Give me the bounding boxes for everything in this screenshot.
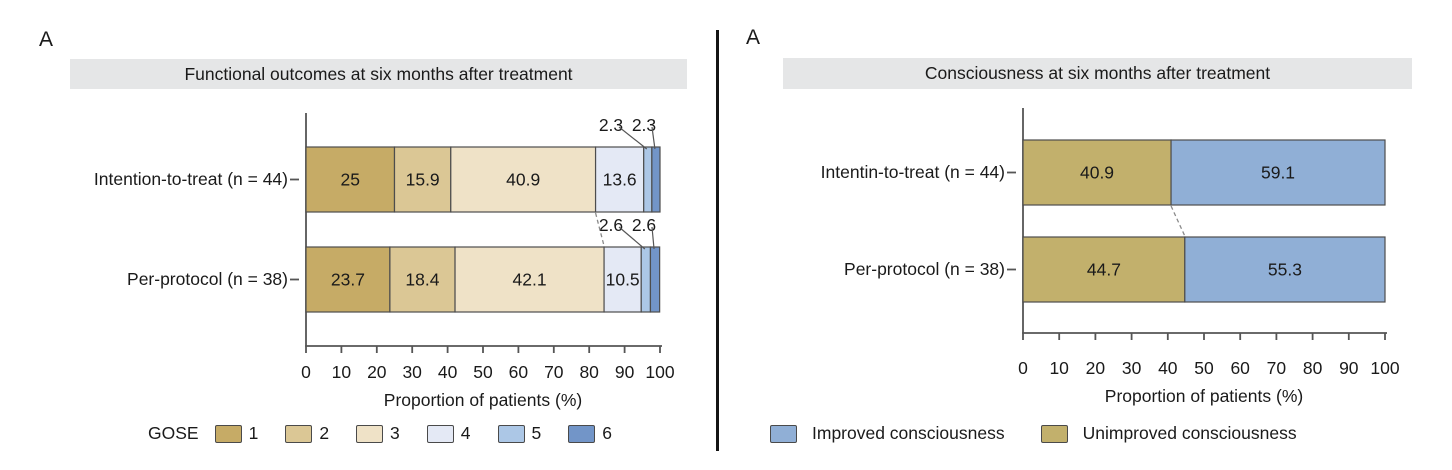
legend-label: 6	[602, 423, 612, 443]
bar-segment	[305, 146, 396, 213]
category-label: Per-protocol (n = 38)	[844, 258, 1005, 279]
x-axis-tick-label: 30	[1122, 358, 1142, 378]
bar-segment-value: 15.9	[406, 170, 440, 190]
legend-label: 4	[460, 423, 471, 443]
legend-item: 6	[568, 423, 612, 444]
x-axis-tick-label: 20	[1086, 358, 1106, 378]
bar-segment	[450, 146, 597, 213]
right-chart-xaxis-label: Proportion of patients (%)	[1104, 386, 1304, 406]
left-chart-legend: GOSE 1 2 3 4 5 6	[148, 423, 639, 444]
bar-segment-value: 13.6	[603, 170, 637, 190]
bar-segment	[393, 146, 452, 213]
legend-swatch	[214, 424, 242, 443]
legend-swatch	[770, 424, 797, 443]
bar-segment-outside-value: 2.3	[599, 115, 623, 135]
bar-segment-value: 42.1	[513, 270, 547, 290]
x-axis-tick-label: 70	[544, 362, 564, 382]
x-axis-tick-label: 100	[1370, 358, 1399, 378]
bar-segment-outside-value: 2.6	[599, 215, 623, 235]
bar-segment-outside-value: 2.6	[632, 215, 656, 235]
bar-segment-value: 59.1	[1261, 163, 1295, 183]
left-chart-title: Functional outcomes at six months after …	[70, 59, 687, 89]
bar-segment	[1022, 139, 1172, 206]
x-axis-tick-label: 10	[1049, 358, 1069, 378]
right-panel-label: A	[746, 26, 761, 49]
bar-connector-dashed-line	[594, 212, 605, 247]
legend-label: 2	[319, 423, 330, 443]
bar-segment	[305, 246, 391, 313]
bar-segment	[651, 146, 661, 213]
right-chart-legend: Improved consciousness Unimproved conscio…	[770, 423, 1333, 444]
x-axis-tick-label: 50	[1194, 358, 1214, 378]
bar-segment-value: 18.4	[405, 270, 439, 290]
right-chart-title: Consciousness at six months after treatm…	[783, 58, 1412, 89]
bar-segment	[1170, 139, 1386, 206]
category-label: Per-protocol (n = 38)	[127, 268, 288, 289]
x-axis-tick-label: 0	[301, 362, 311, 382]
legend-swatch	[426, 424, 454, 443]
legend-item: 4	[426, 423, 471, 444]
left-chart-xaxis-label: Proportion of patients (%)	[383, 390, 583, 410]
legend-label: Improved consciousness	[812, 423, 1005, 443]
category-label: Intention-to-treat (n = 44)	[93, 168, 288, 189]
bar-segment-value: 25	[341, 170, 360, 190]
x-axis-tick-label: 40	[1158, 358, 1178, 378]
bar-segment-value: 23.7	[331, 270, 365, 290]
legend-item: 2	[285, 423, 329, 444]
legend-swatch	[356, 424, 384, 443]
bar-segment	[1022, 236, 1186, 303]
left-panel-label: A	[39, 28, 54, 51]
x-axis-tick-label: 0	[1018, 358, 1028, 378]
annotation-leader-line	[651, 126, 656, 150]
x-axis-tick-label: 40	[438, 362, 458, 382]
x-axis-tick-label: 60	[1230, 358, 1250, 378]
x-axis-tick-label: 90	[615, 362, 635, 382]
x-axis-tick-label: 20	[367, 362, 387, 382]
bar-segment	[594, 146, 645, 213]
legend-label: 3	[390, 423, 400, 443]
bar-segment-value: 40.9	[506, 170, 540, 190]
legend-item: 5	[497, 423, 542, 444]
legend-item: 1	[214, 423, 259, 444]
legend-swatch	[568, 424, 596, 443]
x-axis-tick-label: 70	[1267, 358, 1287, 378]
bar-segment	[454, 246, 605, 313]
x-axis-tick-label: 100	[645, 362, 674, 382]
x-axis-tick-label: 30	[402, 362, 422, 382]
legend-title: GOSE	[148, 423, 199, 443]
bar-segment	[1184, 236, 1386, 303]
x-axis-tick-label: 90	[1339, 358, 1359, 378]
bar-segment-value: 44.7	[1087, 260, 1121, 280]
legend-item: 3	[356, 423, 400, 444]
annotation-leader-line	[651, 226, 655, 250]
legend-swatch	[1040, 424, 1068, 443]
legend-swatch	[497, 424, 525, 443]
legend-label: 5	[531, 423, 542, 443]
bar-connector-dashed-line	[1170, 205, 1186, 237]
legend-label: Unimproved consciousness	[1082, 423, 1297, 443]
bar-segment	[643, 146, 653, 213]
annotation-leader-line	[618, 226, 646, 250]
x-axis-tick-label: 60	[509, 362, 529, 382]
bar-segment-value: 10.5	[606, 270, 640, 290]
bar-segment	[649, 246, 661, 313]
x-axis-tick-label: 80	[1303, 358, 1323, 378]
bar-segment-outside-value: 2.3	[632, 115, 656, 135]
legend-swatch	[285, 424, 313, 443]
x-axis-tick-label: 50	[473, 362, 493, 382]
legend-item: Unimproved consciousness	[1040, 423, 1297, 444]
legend-item: Improved consciousness	[770, 423, 1005, 444]
bar-segment	[603, 246, 642, 313]
annotation-leader-line	[618, 126, 648, 150]
panel-divider	[716, 30, 719, 451]
bar-segment-value: 40.9	[1080, 163, 1114, 183]
category-label: Intentin-to-treat (n = 44)	[820, 161, 1005, 182]
bar-segment-value: 55.3	[1268, 260, 1302, 280]
x-axis-tick-label: 80	[579, 362, 599, 382]
legend-label: 1	[248, 423, 259, 443]
x-axis-tick-label: 10	[332, 362, 352, 382]
bar-segment	[389, 246, 456, 313]
bar-segment	[640, 246, 652, 313]
